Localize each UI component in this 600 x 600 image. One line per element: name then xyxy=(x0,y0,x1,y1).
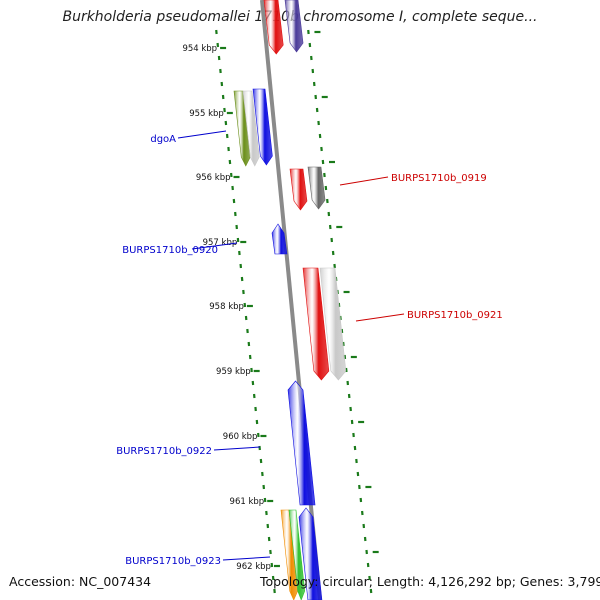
feature-lightgray[interactable] xyxy=(242,90,260,167)
gene-label[interactable]: BURPS1710b_0920 xyxy=(122,245,218,256)
tick-label: 961 kbp xyxy=(230,497,265,507)
feature-olive[interactable] xyxy=(233,90,251,167)
feature-purple-top[interactable] xyxy=(284,0,304,53)
tick-label: 959 kbp xyxy=(216,367,251,377)
feature-blue-dgoA[interactable] xyxy=(252,88,273,166)
gene-label-leader-line xyxy=(177,130,227,139)
tick-label: 957 kbp xyxy=(203,238,238,248)
gene-label-leader-line xyxy=(222,556,271,561)
gene-features xyxy=(233,0,347,600)
gene-label[interactable]: dgoA xyxy=(150,134,176,145)
gene-label[interactable]: BURPS1710b_0919 xyxy=(391,173,487,184)
accession-text: Accession: NC_007434 xyxy=(9,574,152,589)
feature-red-0919[interactable] xyxy=(289,168,308,211)
feature-red-top[interactable] xyxy=(263,0,284,55)
gene-label[interactable]: BURPS1710b_0921 xyxy=(407,310,503,321)
gene-label-leader-line xyxy=(339,176,389,186)
feature-blue-0923[interactable] xyxy=(298,507,323,600)
gene-label-leader-line xyxy=(355,313,405,322)
feature-darkgray-0919[interactable] xyxy=(307,166,326,210)
gene-label-leader-line xyxy=(191,242,238,250)
feature-blue-0920[interactable] xyxy=(271,223,288,255)
feature-green[interactable] xyxy=(288,509,306,600)
genome-summary-text: Topology: circular; Length: 4,126,292 bp… xyxy=(260,574,600,589)
gene-label[interactable]: BURPS1710b_0922 xyxy=(116,446,212,457)
tick-label: 955 kbp xyxy=(189,109,224,119)
tick-label: 954 kbp xyxy=(182,44,217,54)
kbp-ticks: 954 kbp 955 kbp 956 kbp 957 kbp 958 kbp 959 k… xyxy=(182,44,280,572)
feature-lightgray-0921[interactable] xyxy=(319,267,347,381)
tick-label: 958 kbp xyxy=(209,302,244,312)
tick-label: 956 kbp xyxy=(196,173,231,183)
feature-orange[interactable] xyxy=(280,509,299,600)
feature-blue-0922[interactable] xyxy=(287,380,316,506)
inner-dotted-ring xyxy=(215,29,276,594)
gene-labels: dgoA BURPS1710b_0919 BURPS1710b_0920 BURPS1… xyxy=(116,130,503,567)
tick-label: 962 kbp xyxy=(236,562,271,572)
gene-label[interactable]: BURPS1710b_0923 xyxy=(125,556,221,567)
gene-label-leader-line xyxy=(213,446,261,451)
tick-label: 960 kbp xyxy=(223,432,258,442)
feature-red-0921[interactable] xyxy=(302,267,330,381)
outer-dotted-ring xyxy=(307,29,379,594)
